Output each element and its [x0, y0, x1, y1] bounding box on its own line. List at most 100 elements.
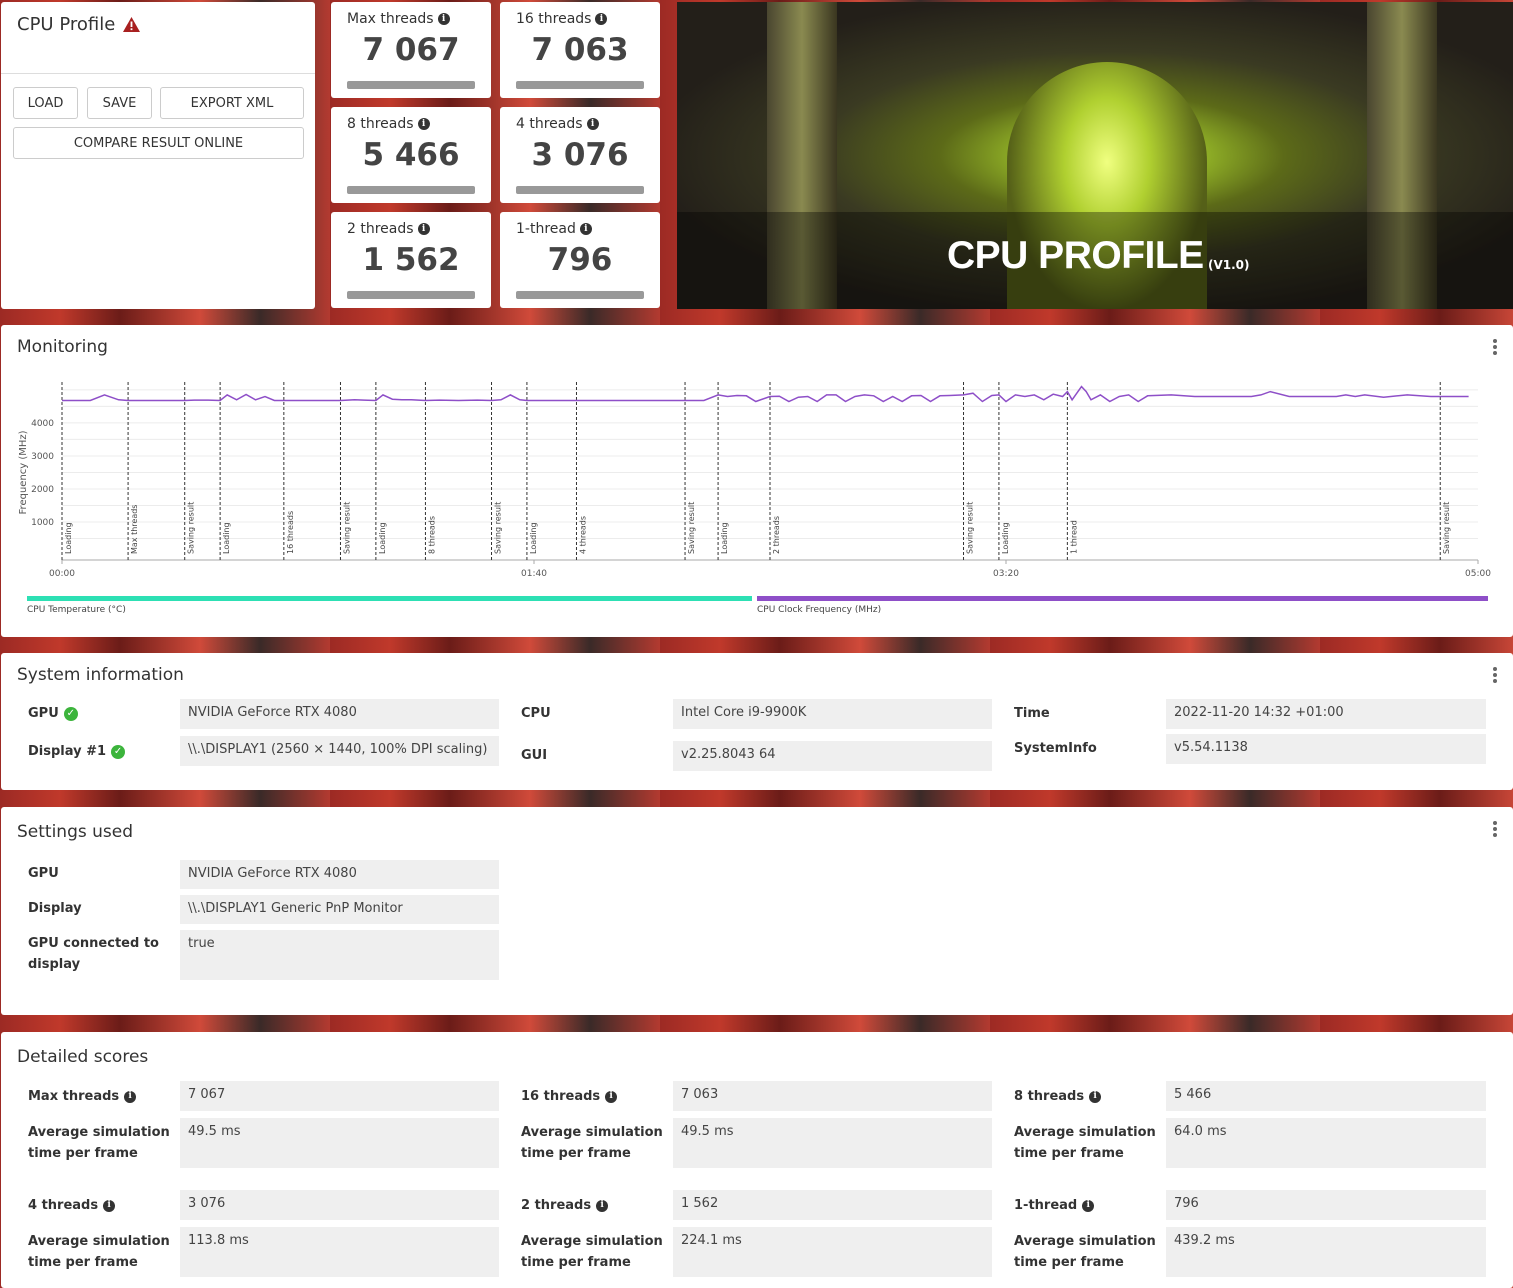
- phase-marker-label: Max threads: [130, 505, 139, 554]
- phase-marker-label: Saving result: [687, 502, 696, 554]
- score-key: Max threads i: [28, 1086, 137, 1107]
- score-key: 8 threads i: [1014, 1086, 1102, 1107]
- detailed-scores-panel: Detailed scores Max threads i 7 067 Average…: [1, 1032, 1513, 1288]
- more-options-icon[interactable]: [1493, 339, 1497, 357]
- avg-time-key: Average simulation time per frame: [28, 1125, 170, 1161]
- info-icon[interactable]: i: [596, 1199, 609, 1212]
- score-key-text: 8 threads: [1014, 1089, 1085, 1104]
- sys-cpu-key: CPU: [521, 706, 551, 721]
- score-tile-8-threads: 8 threads i 5 466: [331, 107, 491, 203]
- info-icon[interactable]: i: [579, 223, 592, 235]
- hero-arch: [1007, 62, 1207, 309]
- avg-time-value: 439.2 ms: [1166, 1227, 1486, 1277]
- avg-time-key: Average simulation time per frame: [28, 1234, 170, 1270]
- y-axis-label: Frequency (MHz): [18, 430, 29, 514]
- hero-band: [677, 212, 1513, 309]
- score-value: 3 076: [180, 1190, 499, 1220]
- tile-label-text: 1-thread: [516, 221, 576, 237]
- score-tile-4-threads: 4 threads i 3 076: [500, 107, 660, 203]
- phase-marker-label: Saving result: [494, 502, 503, 554]
- score-value: 796: [1166, 1190, 1486, 1220]
- score-tile-16-threads: 16 threads i 7 063: [500, 2, 660, 98]
- phase-marker-label: Saving result: [966, 502, 975, 554]
- more-options-icon[interactable]: [1493, 821, 1497, 839]
- check-icon: ✓: [63, 706, 78, 721]
- tile-label: 8 threads i: [347, 116, 430, 132]
- phase-marker-label: Saving result: [1442, 502, 1451, 554]
- sys-display-key-text: Display #1: [28, 744, 107, 759]
- info-icon[interactable]: i: [417, 223, 430, 235]
- more-options-icon[interactable]: [1493, 667, 1497, 685]
- hero-column-right: [1367, 2, 1437, 309]
- info-icon[interactable]: i: [1089, 1090, 1102, 1103]
- monitoring-title: Monitoring: [17, 337, 108, 357]
- phase-marker-label: Loading: [720, 522, 729, 554]
- hero-banner: CPU PROFILE (V1.0): [677, 2, 1513, 309]
- profile-title-text: CPU Profile: [17, 14, 116, 35]
- avg-time-key: Average simulation time per frame: [1014, 1234, 1156, 1270]
- phase-marker-label: Saving result: [187, 502, 196, 554]
- sys-gui-value: v2.25.8043 64: [673, 741, 992, 771]
- tile-bar: [347, 81, 475, 89]
- info-icon[interactable]: i: [595, 13, 608, 25]
- system-info-panel: System information GPU ✓ NVIDIA GeForce R…: [1, 653, 1513, 790]
- detailed-scores-title: Detailed scores: [17, 1047, 149, 1067]
- phase-marker-label: 16 threads: [286, 511, 295, 554]
- info-icon[interactable]: i: [437, 13, 450, 25]
- phase-marker-label: Loading: [222, 522, 231, 554]
- info-icon[interactable]: i: [417, 118, 430, 130]
- sys-gpu-value: NVIDIA GeForce RTX 4080: [180, 699, 499, 729]
- sys-gpu-key: GPU ✓: [28, 703, 78, 724]
- tile-bar: [347, 186, 475, 194]
- sys-sysinfo-key: SystemInfo: [1014, 741, 1097, 756]
- phase-marker-label: 4 threads: [578, 516, 587, 554]
- score-key: 1-thread i: [1014, 1195, 1095, 1216]
- sys-time-key: Time: [1014, 706, 1050, 721]
- info-icon[interactable]: i: [605, 1090, 618, 1103]
- score-key-text: 2 threads: [521, 1198, 592, 1213]
- legend-temp-label: CPU Temperature (°C): [27, 605, 126, 615]
- tile-bar: [516, 291, 644, 299]
- legend-clock-label: CPU Clock Frequency (MHz): [757, 605, 882, 615]
- save-button[interactable]: SAVE: [87, 87, 152, 119]
- clock-frequency-line: [62, 385, 1469, 403]
- tile-label: 16 threads i: [516, 11, 608, 27]
- set-gpu-key: GPU: [28, 866, 59, 881]
- phase-marker-label: Loading: [529, 522, 538, 554]
- set-gpu-value: NVIDIA GeForce RTX 4080: [180, 860, 499, 889]
- score-key: 4 threads i: [28, 1195, 116, 1216]
- info-icon[interactable]: i: [124, 1090, 137, 1103]
- export-xml-button[interactable]: EXPORT XML: [160, 87, 304, 119]
- x-tick-label: 01:40: [521, 569, 547, 579]
- hero-version: (V1.0): [1208, 258, 1250, 272]
- phase-marker-label: 1 thread: [1069, 520, 1078, 554]
- avg-time-key: Average simulation time per frame: [521, 1125, 663, 1161]
- avg-time-value: 49.5 ms: [180, 1118, 499, 1168]
- tile-label-text: 4 threads: [516, 116, 583, 132]
- tile-bar: [516, 186, 644, 194]
- legend-clock-bar[interactable]: [757, 596, 1488, 601]
- tile-bar: [347, 291, 475, 299]
- profile-title: CPU Profile: [17, 14, 141, 35]
- tile-label-text: 16 threads: [516, 11, 592, 27]
- info-icon[interactable]: i: [103, 1199, 116, 1212]
- avg-time-value: 64.0 ms: [1166, 1118, 1486, 1168]
- tile-score: 7 063: [531, 32, 629, 68]
- score-key-text: 1-thread: [1014, 1198, 1078, 1213]
- avg-time-value: 224.1 ms: [673, 1227, 992, 1277]
- load-button[interactable]: LOAD: [13, 87, 78, 119]
- tile-label: 1-thread i: [516, 221, 592, 237]
- warning-icon[interactable]: [123, 17, 141, 32]
- info-icon[interactable]: i: [586, 118, 599, 130]
- info-icon[interactable]: i: [1082, 1199, 1095, 1212]
- legend-temp-bar[interactable]: [27, 596, 752, 601]
- sys-display-key: Display #1 ✓: [28, 741, 126, 762]
- phase-marker-label: Loading: [64, 522, 73, 554]
- compare-online-button[interactable]: COMPARE RESULT ONLINE: [13, 127, 304, 159]
- y-tick-label: 4000: [31, 419, 54, 429]
- settings-panel: Settings used GPU NVIDIA GeForce RTX 408…: [1, 807, 1513, 1015]
- phase-marker-label: Saving result: [342, 502, 351, 554]
- avg-time-value: 113.8 ms: [180, 1227, 499, 1277]
- y-tick-label: 3000: [31, 452, 54, 462]
